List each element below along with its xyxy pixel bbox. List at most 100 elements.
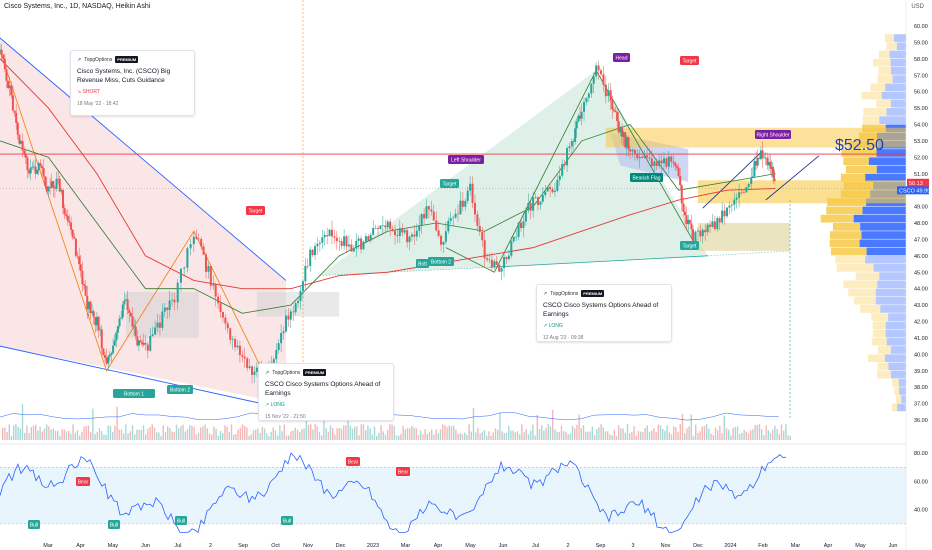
volume-bar	[527, 434, 530, 440]
candle-body	[47, 186, 50, 192]
profile-bar	[898, 378, 906, 387]
candle-body	[44, 176, 47, 187]
volume-bar	[307, 424, 310, 440]
volume-bar	[323, 411, 325, 440]
candle-body	[214, 284, 217, 297]
candle-body	[116, 326, 119, 333]
card-title: CSCO Cisco Systems Options Ahead of Earn…	[265, 381, 381, 397]
candle-body	[675, 166, 678, 168]
candle-body	[212, 284, 215, 286]
profile-bar	[859, 239, 906, 248]
volume-bar	[629, 433, 631, 440]
candle-body	[761, 150, 764, 158]
candle-body	[345, 236, 348, 247]
volume-bar	[508, 425, 510, 440]
candle-body	[154, 327, 157, 335]
wedge-upper-line	[0, 37, 287, 281]
target-label-text: Target	[443, 181, 458, 187]
candle-body	[128, 310, 131, 314]
time-tick: Feb	[758, 543, 767, 549]
candle-body	[612, 109, 615, 111]
profile-bar	[826, 206, 863, 215]
idea-card-1[interactable]: ↗ TopgOptions PREMIUM Cisco Systems, Inc. …	[70, 50, 195, 116]
bull-label	[108, 520, 120, 529]
candle-body	[758, 157, 761, 160]
candle-body	[369, 234, 372, 241]
candle-body	[517, 222, 520, 237]
volume-bar	[87, 425, 90, 440]
bull-label	[175, 516, 187, 525]
volume-bar	[743, 429, 745, 440]
volume-bar	[574, 428, 576, 440]
volume-bar	[736, 426, 739, 440]
candle-body	[389, 221, 392, 229]
currency-label: USD	[911, 4, 924, 10]
head-label	[613, 53, 630, 62]
candle-body	[200, 239, 203, 247]
profile-bar	[870, 83, 886, 92]
volume-bar	[787, 435, 789, 440]
candle-body	[444, 231, 447, 242]
volume-bar	[145, 434, 147, 440]
profile-bar	[877, 362, 889, 371]
volume-bar	[85, 425, 87, 440]
time-tick: 3	[631, 543, 634, 549]
volume-bar	[76, 430, 79, 440]
candle-body	[685, 215, 688, 225]
volume-bar	[668, 432, 670, 440]
candle-body	[682, 203, 685, 212]
profile-bar	[860, 223, 906, 231]
profile-bar	[884, 34, 894, 42]
volume-bar	[549, 426, 552, 440]
idea-card-3[interactable]: ↗ TopgOptions PREMIUM CSCO Cisco Systems O…	[536, 284, 672, 342]
candle-body	[129, 313, 132, 317]
candle-body	[527, 203, 530, 211]
volume-bar	[752, 429, 754, 440]
candle-body	[696, 230, 699, 232]
candle-body	[323, 235, 326, 238]
candle-body	[23, 150, 26, 154]
candle-body	[179, 268, 182, 283]
volume-bar	[138, 429, 140, 440]
volume-bar	[470, 431, 472, 440]
volume-bar	[712, 435, 714, 440]
candle-body	[374, 227, 377, 229]
time-tick: Dec	[336, 543, 346, 549]
profile-bar	[862, 206, 906, 215]
candle-body	[625, 137, 628, 148]
profile-bar	[888, 313, 906, 321]
volume-bar	[655, 431, 657, 440]
candle-body	[166, 307, 169, 311]
profile-bar	[876, 165, 906, 174]
right-shoulder-label	[755, 130, 791, 139]
candle-body	[415, 230, 418, 237]
candle-body	[53, 187, 56, 189]
idea-card-2[interactable]: ↗ TopgOptions PREMIUM CSCO Cisco Systems O…	[258, 363, 394, 421]
candle-body	[507, 255, 510, 260]
price-tick: 47.00	[914, 237, 928, 243]
volume-bar	[21, 404, 24, 440]
profile-bar	[891, 67, 906, 75]
volume-bar	[725, 428, 728, 440]
profile-bar	[896, 395, 902, 404]
candle-body	[505, 257, 508, 260]
profile-bar	[862, 116, 880, 124]
volume-bar	[206, 428, 208, 440]
volume-bar	[393, 425, 395, 440]
candle-body	[611, 100, 614, 110]
csco-tag-text: CSCO 49.99	[899, 188, 930, 194]
volume-bar	[24, 432, 26, 440]
volume-bar	[673, 426, 675, 440]
candle-body	[5, 69, 8, 81]
volume-bar	[681, 414, 684, 440]
volume-bar	[439, 429, 442, 440]
candle-body	[418, 225, 421, 231]
candle-body	[742, 192, 745, 193]
candle-body	[604, 84, 607, 97]
volume-bar	[494, 428, 497, 440]
volume-bar	[525, 429, 527, 440]
candle-body	[471, 183, 474, 203]
candle-body	[241, 355, 244, 357]
candle-body	[2, 54, 5, 59]
